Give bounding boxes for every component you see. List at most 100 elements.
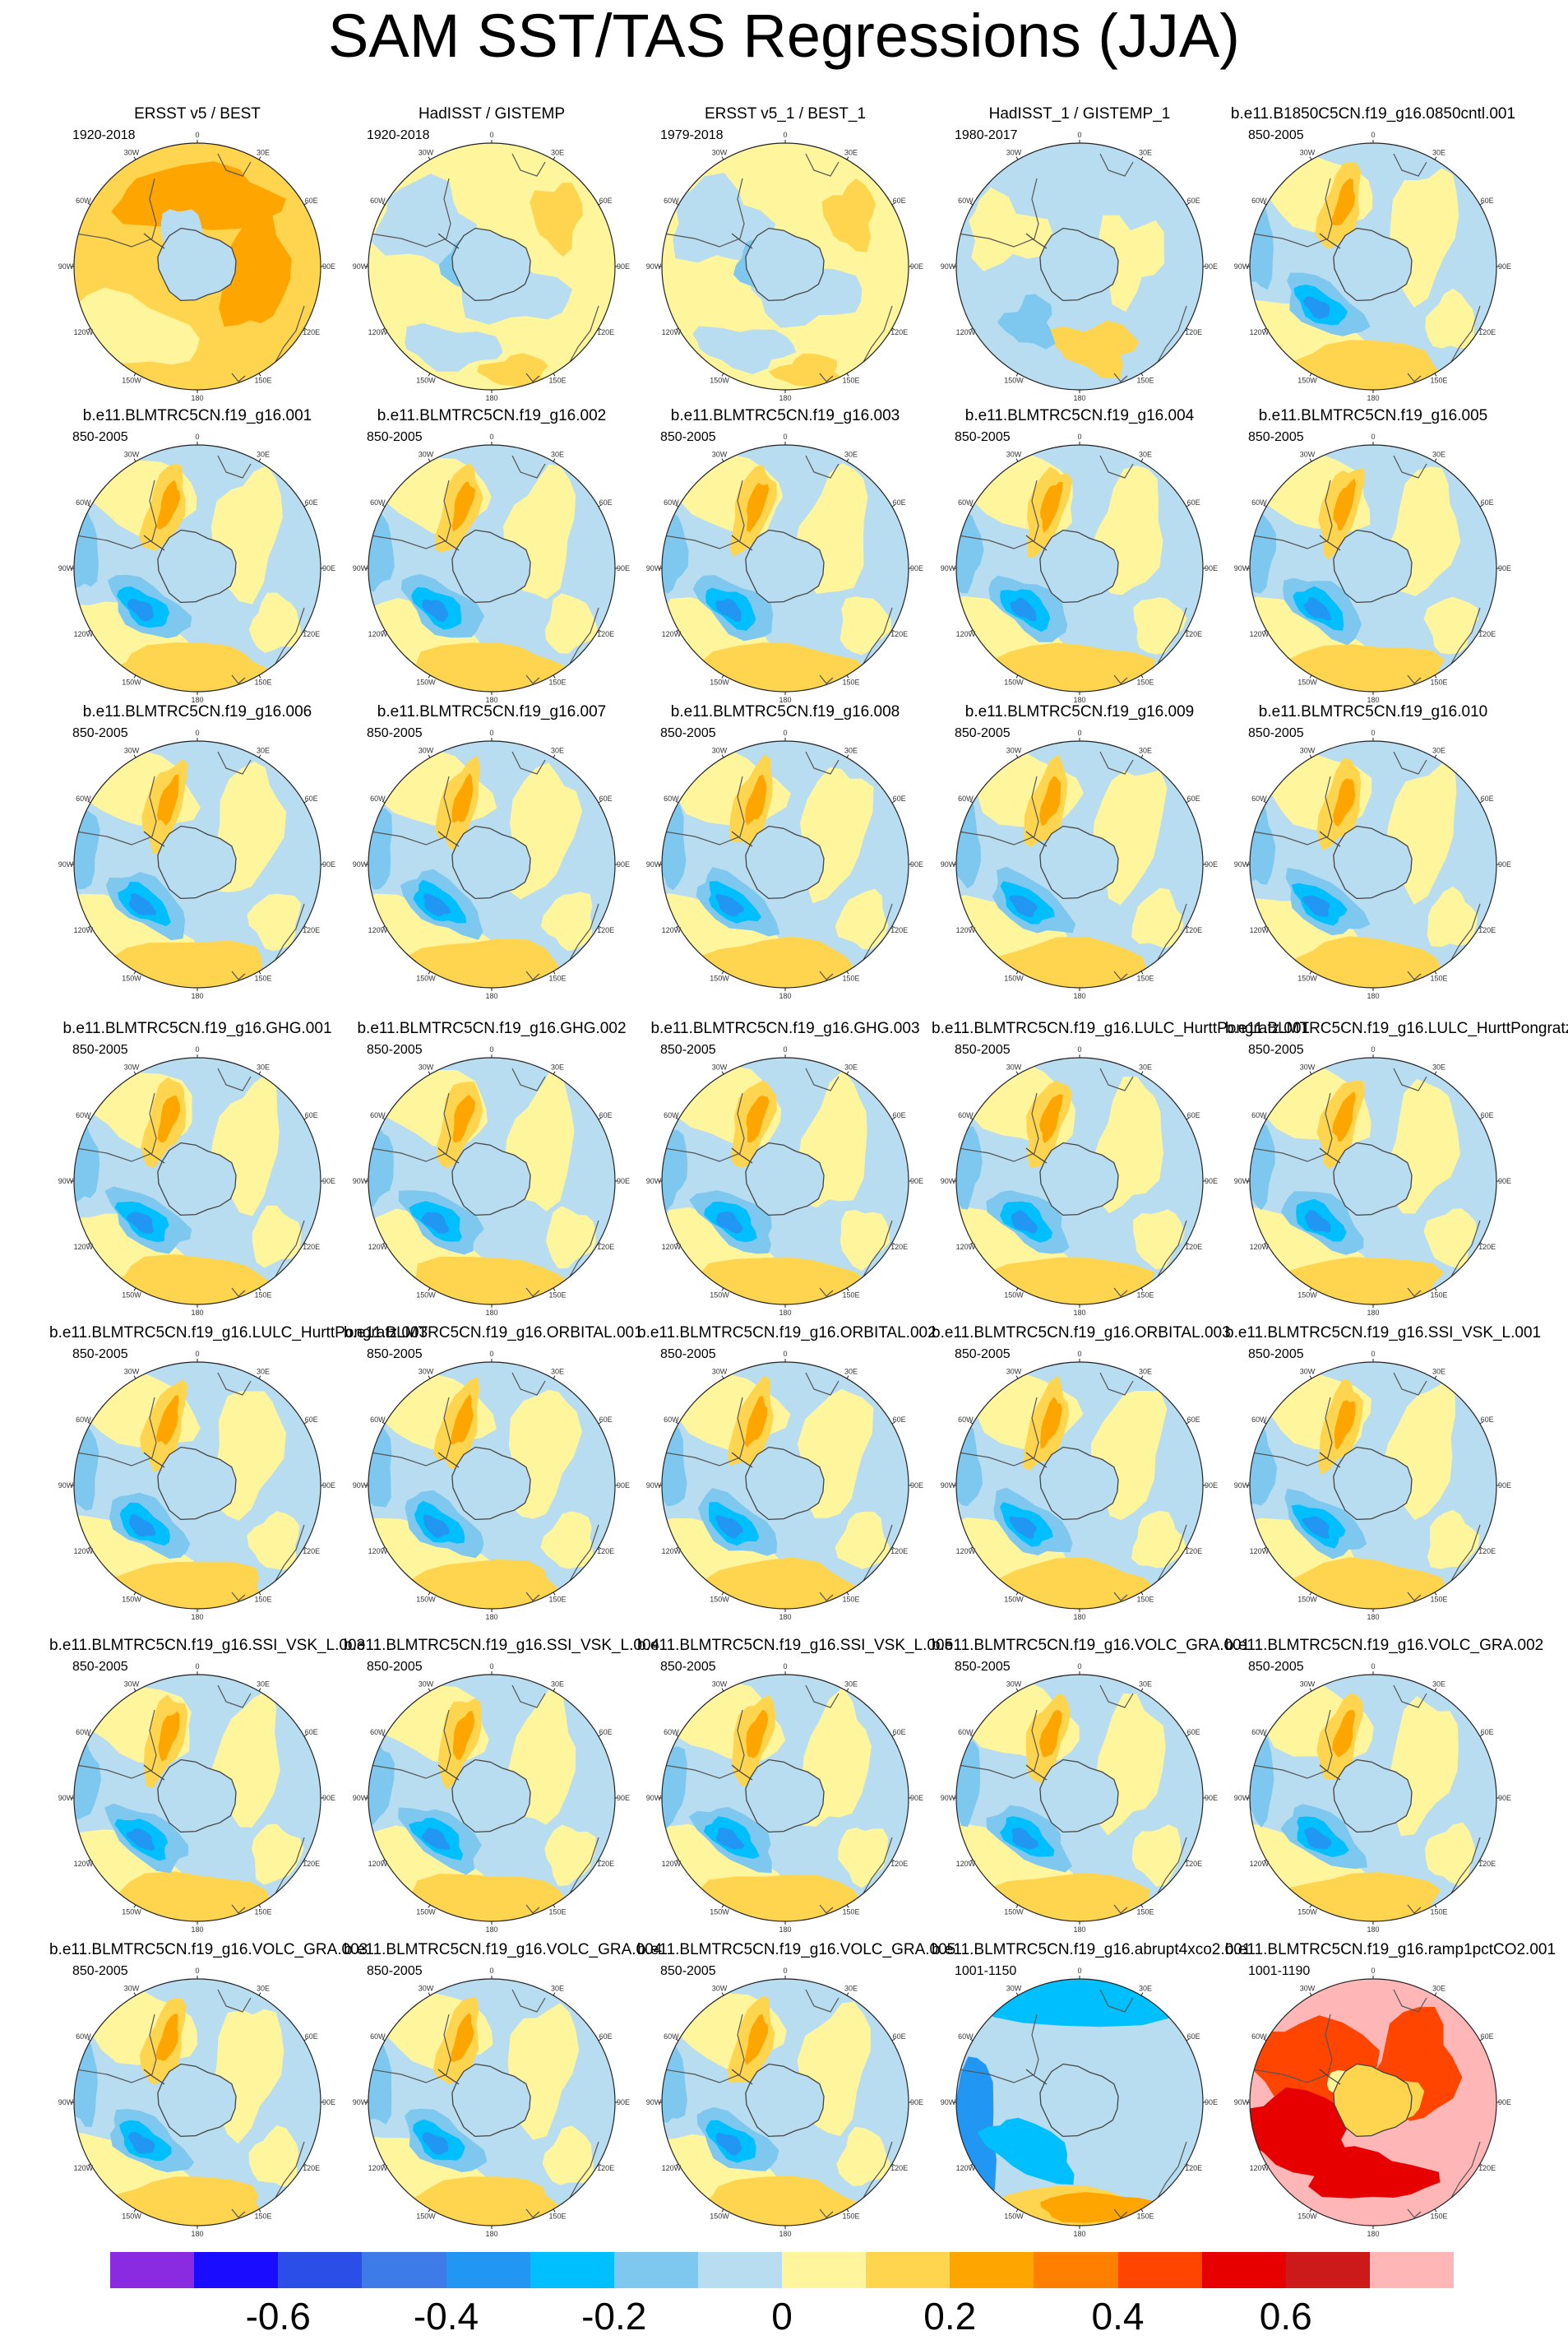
longitude-label: 180 [485,394,497,402]
longitude-label: 60W [664,197,679,205]
panel-period: 850-2005 [367,726,423,740]
longitude-label: 60W [958,197,974,205]
regression-contour [715,1514,743,1539]
map-panel: b.e11.BLMTRC5CN.f19_g16.SSI_VSK_L.005 850… [637,1637,953,1941]
longitude-tick [1434,1904,1437,1908]
coastline-africa [805,153,840,177]
longitude-label: 30W [1300,450,1316,458]
longitude-label: 180 [191,696,203,704]
coastline-antarctica [157,1142,237,1216]
longitude-tick [428,1992,431,1996]
polar-map: 0 30E 60E 90E 120E 150E 180 150W 120W 90W 60W 30W [941,729,1218,1000]
map-panel: b.e11.BLMTRC5CN.f19_g16.007 850-2005 0 30E 6… [344,703,640,1008]
panel-title: b.e11.BLMTRC5CN.f19_g16.VOLC_GRA.004 [344,1941,663,1958]
longitude-label: 90E [1205,564,1218,572]
longitude-tick [721,1592,724,1596]
longitude-label: 30W [1006,1680,1022,1688]
longitude-tick [1434,1071,1437,1075]
longitude-tick [1434,674,1437,679]
regression-contour [451,2013,474,2062]
longitude-label: 30W [419,1680,434,1688]
coastline-antarctic-peninsula [143,535,165,551]
panel-period: 850-2005 [72,1043,128,1057]
map-panel: b.e11.BLMTRC5CN.f19_g16.VOLC_GRA.005 850-… [637,1941,955,2245]
longitude-label: 150W [710,975,729,983]
longitude-tick [87,2163,91,2166]
longitude-tick [428,674,431,679]
regression-contour [1304,1827,1332,1849]
regression-contour [540,892,593,952]
longitude-label: 180 [1367,696,1379,704]
longitude-label: 120E [890,926,908,934]
longitude-label: 30W [124,1367,140,1375]
longitude-label: 150W [122,975,141,983]
longitude-label: 60W [664,1728,679,1736]
longitude-label: 120E [303,2164,320,2172]
longitude-label: 150W [710,679,729,687]
regression-contour [1332,1091,1356,1142]
regression-contour [1045,320,1140,379]
longitude-label: 60E [1187,1728,1200,1736]
longitude-tick [891,202,895,206]
longitude-label: 150W [1297,2213,1317,2221]
longitude-tick [553,1688,556,1692]
longitude-label: 90W [353,1794,368,1802]
longitude-label: 60E [1187,498,1200,507]
regression-contour [422,2132,449,2156]
longitude-label: 30E [1432,1063,1445,1071]
longitude-tick [258,373,261,377]
regression-contour [248,2125,299,2187]
longitude-label: 30W [419,1063,434,1071]
longitude-label: 0 [1077,1045,1081,1054]
longitude-tick [1140,458,1144,462]
longitude-tick [303,800,308,804]
longitude-label: 180 [485,1925,497,1934]
longitude-tick [1186,504,1190,507]
longitude-label: 30E [1432,746,1445,754]
longitude-tick [969,1421,974,1425]
longitude-label: 180 [191,992,203,1000]
panel-period: 1920-2018 [72,128,136,142]
regression-contour [405,322,503,372]
longitude-label: 30E [1139,1063,1152,1071]
colorbar-swatch [110,2252,195,2288]
longitude-tick [303,1242,308,1245]
longitude-label: 120W [74,328,94,336]
longitude-label: 90W [58,2098,74,2106]
longitude-label: 150E [548,1596,566,1604]
polar-map: 0 30E 60E 90E 120E 150E 180 150W 120W 90W 60W 30W [58,1967,335,2238]
map-panel: b.e11.BLMTRC5CN.f19_g16.ORBITAL.003 850-2… [932,1324,1231,1629]
coastline-africa [511,1989,546,2013]
longitude-label: 120E [890,1243,908,1251]
longitude-tick [598,1117,602,1120]
longitude-label: 120E [1478,1547,1496,1555]
coastline-south-america [1250,1397,1333,1467]
longitude-label: 150W [1297,679,1317,687]
longitude-tick [133,1904,136,1908]
longitude-label: 60W [664,1416,679,1424]
regression-contour [1303,597,1332,621]
longitude-label: 180 [191,394,203,402]
panel-period: 850-2005 [72,1347,128,1361]
longitude-label: 150E [548,975,566,983]
coastline-africa [805,1372,840,1396]
longitude-label: 120E [890,1860,908,1868]
regression-contour [1302,296,1330,319]
longitude-label: 120E [303,1860,320,1868]
colorbar-label: -0.2 [581,2295,647,2338]
coastline-antarctic-peninsula [437,1452,460,1468]
longitude-tick [87,629,91,632]
coastline-antarctic-peninsula [437,1147,460,1164]
map-panel: b.e11.BLMTRC5CN.f19_g16.004 850-2005 0 30E 6… [932,407,1228,711]
longitude-tick [1186,629,1190,632]
coastline-antarctica [1333,825,1413,900]
longitude-tick [1140,2208,1144,2213]
coastline-australia [275,1524,305,1582]
longitude-tick [87,1734,91,1737]
regression-contour [129,1513,155,1537]
longitude-label: 150W [710,1908,729,1916]
colorbar-swatch [1117,2252,1202,2288]
longitude-tick [382,925,386,929]
coastline-antarctica [1333,1142,1413,1216]
longitude-label: 150W [122,2213,141,2221]
